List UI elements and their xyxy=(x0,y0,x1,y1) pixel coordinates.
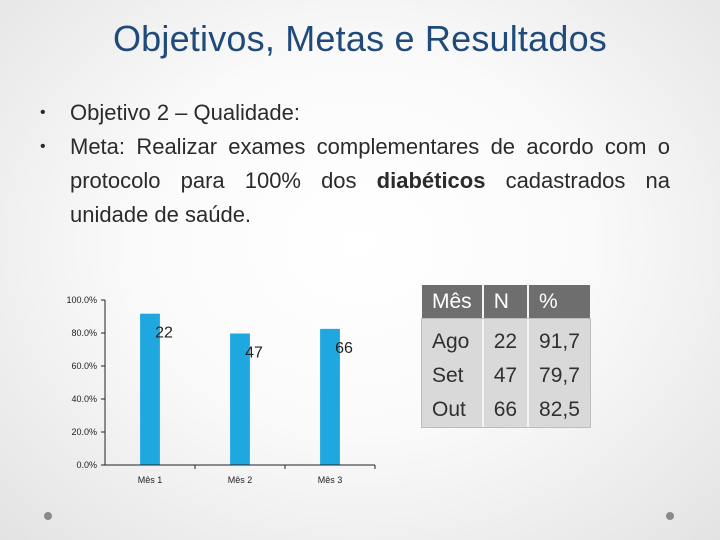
y-tick-label: 100.0% xyxy=(66,295,97,305)
bar xyxy=(140,313,160,465)
table-cell-n: 66 xyxy=(481,393,528,427)
table-cell-month: Out xyxy=(422,393,482,427)
bar-data-label: 66 xyxy=(335,340,353,357)
x-tick-label: Mês 3 xyxy=(318,475,343,485)
y-tick-label: 40.0% xyxy=(71,394,97,404)
bar-chart: 0.0% 20.0% 40.0% 60.0% 80.0% 100.0% 22 47 66 Mê… xyxy=(66,295,376,485)
header-n: N xyxy=(481,285,528,319)
corner-dot-left xyxy=(44,512,52,520)
table-cell-percent: 79,7 xyxy=(527,359,590,393)
header-percent: % xyxy=(527,285,590,319)
bar xyxy=(230,333,250,465)
table-cell-month: Ago xyxy=(422,319,482,359)
bullet-goal-bold: diabéticos xyxy=(376,168,486,193)
results-table: Mês N % Ago 22 91,7 Set 47 79,7 Out 66 8… xyxy=(421,285,591,428)
table-row: Ago 22 91,7 xyxy=(422,319,590,359)
table-row: Set 47 79,7 xyxy=(422,359,590,393)
bullet-goal-suffix: cadastrados na unidade de saúde. xyxy=(70,168,670,227)
bar-data-label: 22 xyxy=(155,325,173,342)
slide-title: Objetivos, Metas e Resultados xyxy=(112,18,608,59)
table-cell-n: 47 xyxy=(481,359,528,393)
table-cell-percent: 82,5 xyxy=(527,393,590,427)
x-tick-label: Mês 2 xyxy=(228,475,253,485)
table-cell-n: 22 xyxy=(481,319,528,359)
bullet-dot-icon: • xyxy=(40,104,46,121)
bullet-list: • Objetivo 2 – Qualidade: • Meta: Realiz… xyxy=(40,96,670,232)
corner-dot-right xyxy=(666,512,674,520)
bullet-objective: • Objetivo 2 – Qualidade: xyxy=(40,96,670,130)
table-cell-month: Set xyxy=(422,359,482,393)
y-tick-label: 80.0% xyxy=(71,328,97,338)
header-month: Mês xyxy=(422,285,482,319)
bullet-dot-icon: • xyxy=(40,138,46,155)
table-header-row: Mês N % xyxy=(422,285,590,319)
table-cell-percent: 91,7 xyxy=(527,319,590,359)
x-axis: Mês 1 Mês 2 Mês 3 xyxy=(105,464,376,485)
bullet-goal: • Meta: Realizar exames complementares d… xyxy=(40,130,670,232)
bullet-goal-prefix: Meta: Realizar exames complementares de … xyxy=(70,134,670,193)
y-axis: 0.0% 20.0% 40.0% 60.0% 80.0% 100.0% xyxy=(66,295,106,470)
y-tick-label: 0.0% xyxy=(76,460,97,470)
y-tick-label: 20.0% xyxy=(71,427,97,437)
table-row: Out 66 82,5 xyxy=(422,393,590,427)
bullet-objective-text: Objetivo 2 – Qualidade: xyxy=(70,100,300,125)
bar xyxy=(320,328,340,465)
x-tick-label: Mês 1 xyxy=(138,475,163,485)
bar-series: 22 47 66 xyxy=(140,313,353,465)
bar-data-label: 47 xyxy=(245,344,263,361)
y-tick-label: 60.0% xyxy=(71,361,97,371)
